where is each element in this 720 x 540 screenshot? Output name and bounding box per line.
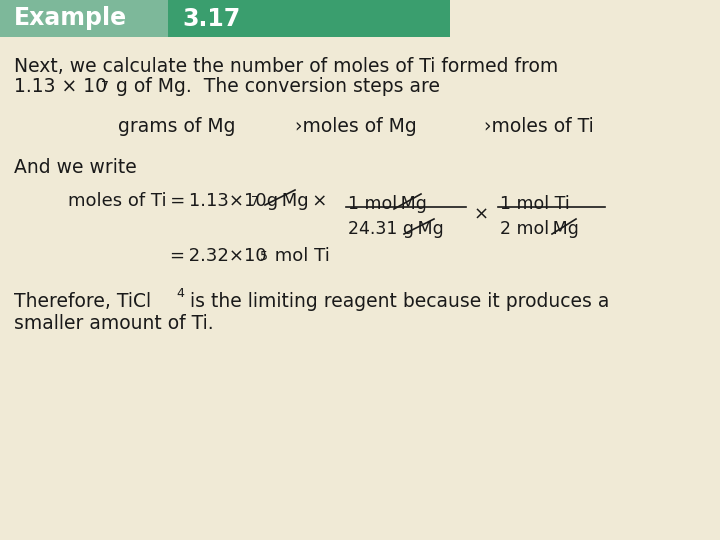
Text: 3.17: 3.17: [182, 6, 240, 30]
Text: 4: 4: [176, 287, 184, 300]
Text: ›moles of Ti: ›moles of Ti: [484, 117, 594, 136]
Text: moles of Ti = 1.13×10: moles of Ti = 1.13×10: [68, 192, 266, 210]
Text: 1 mol Ti: 1 mol Ti: [500, 195, 570, 213]
Text: Therefore, TiCl: Therefore, TiCl: [14, 292, 151, 311]
Text: Example: Example: [14, 6, 127, 30]
Bar: [168, 0, 450, 37]
Text: 7: 7: [251, 195, 259, 208]
Text: mol Ti: mol Ti: [269, 247, 330, 265]
Text: And we write: And we write: [14, 158, 137, 177]
Text: g of Mg.  The conversion steps are: g of Mg. The conversion steps are: [110, 77, 440, 96]
Text: 7: 7: [101, 80, 109, 93]
Text: 1 mol Mg: 1 mol Mg: [348, 195, 427, 213]
Bar: [0, 0, 168, 37]
Text: 5: 5: [260, 250, 268, 263]
Text: 24.31 g Mg: 24.31 g Mg: [348, 220, 444, 238]
Text: is the limiting reagent because it produces a: is the limiting reagent because it produ…: [184, 292, 609, 311]
Text: smaller amount of Ti.: smaller amount of Ti.: [14, 314, 214, 333]
Text: ×: ×: [474, 206, 489, 224]
Text: 2 mol Mg: 2 mol Mg: [500, 220, 579, 238]
Text: 1.13 × 10: 1.13 × 10: [14, 77, 107, 96]
Text: g Mg ×: g Mg ×: [261, 192, 328, 210]
Text: ›moles of Mg: ›moles of Mg: [295, 117, 417, 136]
Text: Next, we calculate the number of moles of Ti formed from: Next, we calculate the number of moles o…: [14, 57, 558, 76]
Text: = 2.32×10: = 2.32×10: [170, 247, 266, 265]
Text: grams of Mg: grams of Mg: [118, 117, 235, 136]
